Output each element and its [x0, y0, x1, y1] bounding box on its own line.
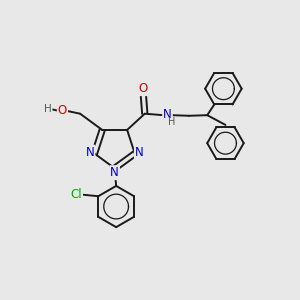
Text: O: O — [58, 104, 67, 117]
Text: N: N — [163, 108, 172, 121]
Text: O: O — [139, 82, 148, 95]
Text: N: N — [110, 166, 119, 179]
Text: H: H — [44, 104, 52, 114]
Text: N: N — [86, 146, 94, 159]
Text: H: H — [169, 117, 176, 127]
Text: N: N — [135, 146, 144, 159]
Text: Cl: Cl — [70, 188, 82, 201]
